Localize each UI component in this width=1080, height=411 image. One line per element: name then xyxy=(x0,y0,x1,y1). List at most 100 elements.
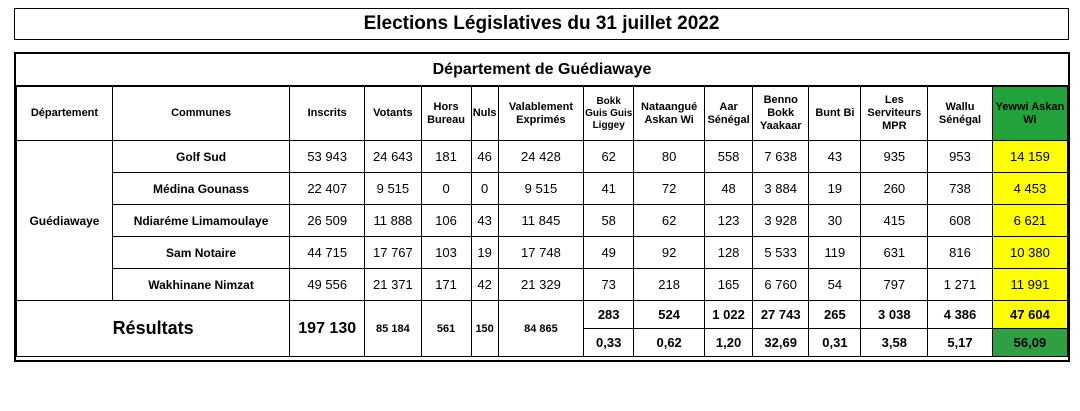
aar-cell: 123 xyxy=(704,204,754,237)
results-table: Département Communes Inscrits Votants Ho… xyxy=(15,86,1069,357)
bgg-cell: 73 xyxy=(583,268,635,301)
serviteurs-cell: 631 xyxy=(860,236,929,269)
hors-bureau-cell: 103 xyxy=(420,236,472,269)
benno-cell: 3 928 xyxy=(752,204,810,237)
percent-bunt-bi: 0,31 xyxy=(808,328,862,357)
valables-cell: 17 748 xyxy=(497,236,585,269)
total-aar: 1 022 xyxy=(704,300,754,329)
results-valables: 84 865 xyxy=(497,300,585,357)
aar-cell: 48 xyxy=(704,172,754,205)
nuls-cell: 46 xyxy=(470,140,499,173)
votants-cell: 9 515 xyxy=(364,172,422,205)
results-inscrits: 197 130 xyxy=(289,300,366,357)
commune-cell: Sam Notaire xyxy=(111,236,291,269)
total-natangue: 524 xyxy=(633,300,706,329)
yewwi-cell: 10 380 xyxy=(991,236,1069,269)
votants-cell: 24 643 xyxy=(364,140,422,173)
nuls-cell: 42 xyxy=(470,268,499,301)
header-aar: Aar Sénégal xyxy=(704,86,754,141)
results-totals-row: Résultats 197 130 85 184 561 150 84 865 … xyxy=(15,300,1069,357)
commune-cell: Golf Sud xyxy=(111,140,291,173)
results-label: Résultats xyxy=(15,300,291,357)
header-votants: Votants xyxy=(364,86,422,141)
header-valablement-exprimes: Valablement Exprimés xyxy=(497,86,585,141)
bunt-bi-cell: 119 xyxy=(808,236,862,269)
benno-cell: 6 760 xyxy=(752,268,810,301)
total-benno: 27 743 xyxy=(752,300,810,329)
aar-cell: 558 xyxy=(704,140,754,173)
bgg-cell: 58 xyxy=(583,204,635,237)
percent-bgg: 0,33 xyxy=(583,328,635,357)
inscrits-cell: 44 715 xyxy=(289,236,366,269)
bunt-bi-cell: 43 xyxy=(808,140,862,173)
bunt-bi-cell: 30 xyxy=(808,204,862,237)
results-nuls: 150 xyxy=(470,300,499,357)
header-natangue: Nataangué Askan Wi xyxy=(633,86,706,141)
votants-cell: 21 371 xyxy=(364,268,422,301)
aar-cell: 128 xyxy=(704,236,754,269)
percent-serviteurs: 3,58 xyxy=(860,328,929,357)
valables-cell: 9 515 xyxy=(497,172,585,205)
bunt-bi-cell: 54 xyxy=(808,268,862,301)
serviteurs-cell: 415 xyxy=(860,204,929,237)
nuls-cell: 43 xyxy=(470,204,499,237)
results-hors-bureau: 561 xyxy=(420,300,472,357)
header-row: Département Communes Inscrits Votants Ho… xyxy=(16,86,1069,141)
hors-bureau-cell: 181 xyxy=(420,140,472,173)
inscrits-cell: 49 556 xyxy=(289,268,366,301)
header-serviteurs: Les Serviteurs MPR xyxy=(860,86,929,141)
table-row: Ndiaréme Limamoulaye 26 509 11 888 106 4… xyxy=(17,204,1069,237)
table-row: Sam Notaire 44 715 17 767 103 19 17 748 … xyxy=(17,236,1069,269)
header-inscrits: Inscrits xyxy=(289,86,366,141)
wallu-cell: 953 xyxy=(927,140,993,173)
nuls-cell: 0 xyxy=(470,172,499,205)
benno-cell: 7 638 xyxy=(752,140,810,173)
wallu-cell: 1 271 xyxy=(927,268,993,301)
votants-cell: 11 888 xyxy=(364,204,422,237)
bgg-cell: 41 xyxy=(583,172,635,205)
percent-natangue: 0,62 xyxy=(633,328,706,357)
total-bgg: 283 xyxy=(583,300,635,329)
yewwi-cell: 14 159 xyxy=(991,140,1069,173)
table-row: Médina Gounass 22 407 9 515 0 0 9 515 41… xyxy=(17,172,1069,205)
natangue-cell: 62 xyxy=(633,204,706,237)
inscrits-cell: 53 943 xyxy=(289,140,366,173)
wallu-cell: 816 xyxy=(927,236,993,269)
header-communes: Communes xyxy=(111,86,291,141)
commune-cell: Wakhinane Nimzat xyxy=(111,268,291,301)
votants-cell: 17 767 xyxy=(364,236,422,269)
header-nuls: Nuls xyxy=(470,86,499,141)
header-wallu: Wallu Sénégal xyxy=(927,86,993,141)
percent-yewwi: 56,09 xyxy=(991,328,1069,357)
hors-bureau-cell: 106 xyxy=(420,204,472,237)
bunt-bi-cell: 19 xyxy=(808,172,862,205)
wallu-cell: 738 xyxy=(927,172,993,205)
bgg-cell: 49 xyxy=(583,236,635,269)
natangue-cell: 218 xyxy=(633,268,706,301)
table-row: Wakhinane Nimzat 49 556 21 371 171 42 21… xyxy=(17,268,1069,301)
benno-cell: 3 884 xyxy=(752,172,810,205)
percent-aar: 1,20 xyxy=(704,328,754,357)
table-row: Guédiawaye Golf Sud 53 943 24 643 181 46… xyxy=(16,140,1069,301)
bgg-cell: 62 xyxy=(583,140,635,173)
total-wallu: 4 386 xyxy=(927,300,993,329)
percent-wallu: 5,17 xyxy=(927,328,993,357)
hors-bureau-cell: 171 xyxy=(420,268,472,301)
aar-cell: 165 xyxy=(704,268,754,301)
wallu-cell: 608 xyxy=(927,204,993,237)
natangue-cell: 92 xyxy=(633,236,706,269)
serviteurs-cell: 797 xyxy=(860,268,929,301)
yewwi-cell: 11 991 xyxy=(991,268,1069,301)
serviteurs-cell: 935 xyxy=(860,140,929,173)
results-sheet: Département de Guédiawaye Département Co… xyxy=(14,52,1070,362)
results-percent-row: 0,33 0,62 1,20 32,69 0,31 3,58 5,17 56,0… xyxy=(17,328,1069,357)
nuls-cell: 19 xyxy=(470,236,499,269)
total-yewwi: 47 604 xyxy=(991,300,1069,329)
header-bunt-bi: Bunt Bi xyxy=(808,86,862,141)
department-title: Département de Guédiawaye xyxy=(16,54,1068,86)
commune-cell: Ndiaréme Limamoulaye xyxy=(111,204,291,237)
departement-cell: Guédiawaye xyxy=(16,140,113,301)
yewwi-cell: 4 453 xyxy=(991,172,1069,205)
header-departement: Département xyxy=(16,86,113,141)
natangue-cell: 72 xyxy=(633,172,706,205)
